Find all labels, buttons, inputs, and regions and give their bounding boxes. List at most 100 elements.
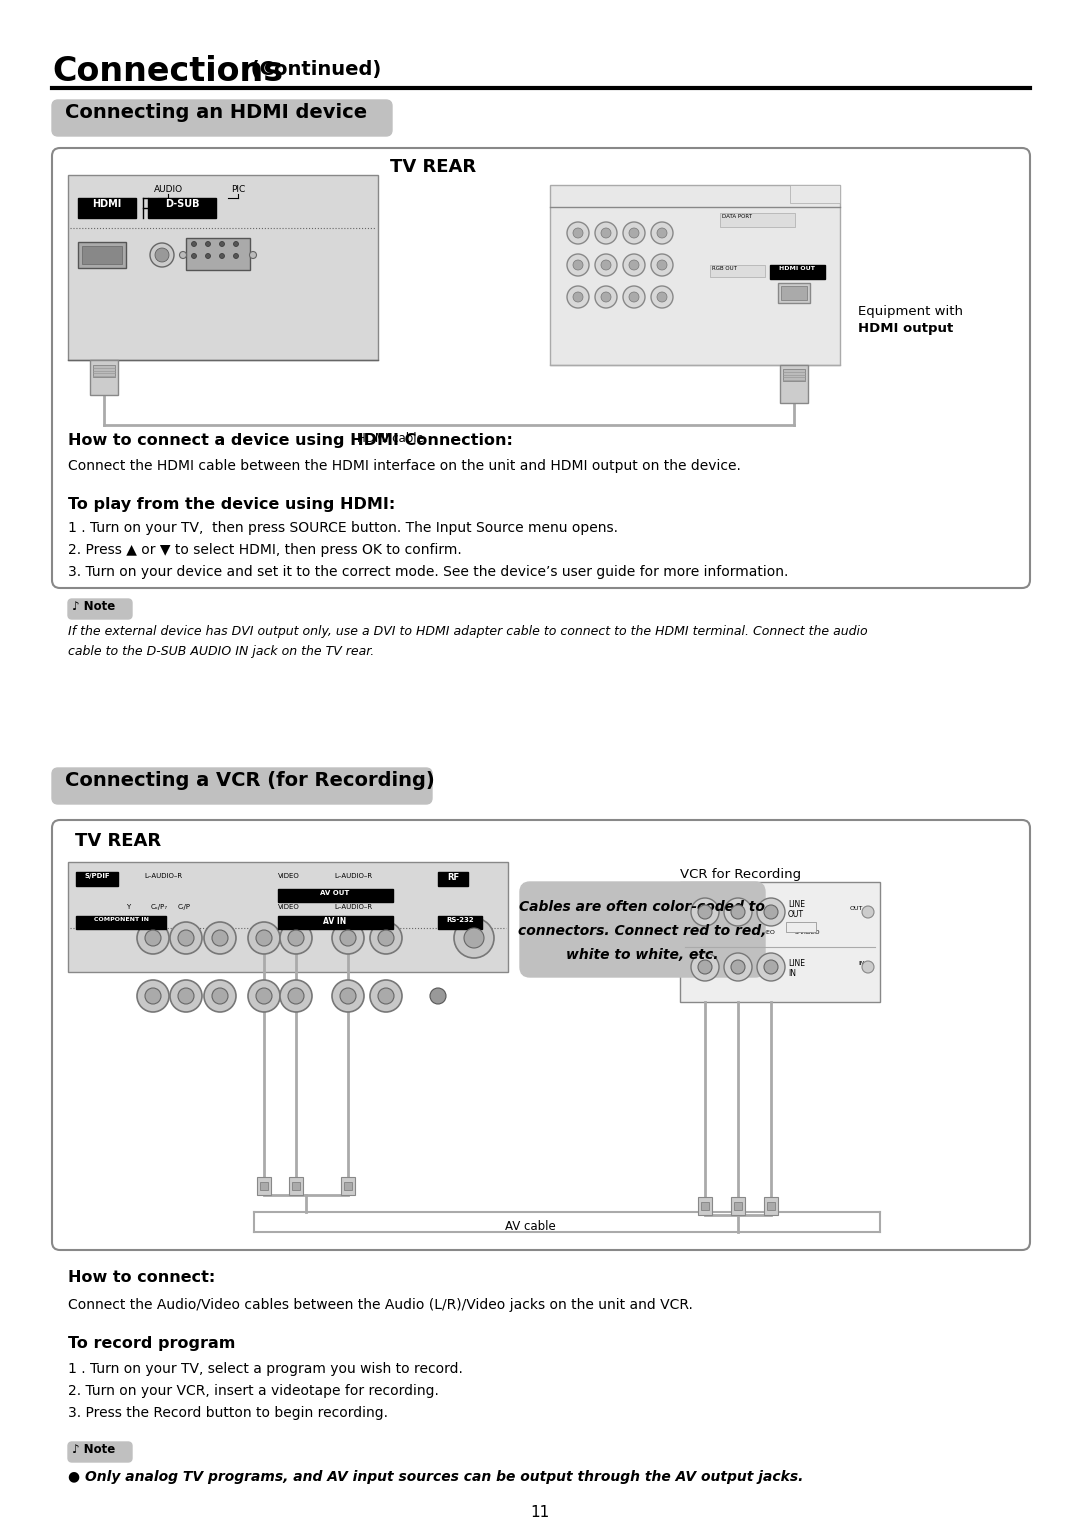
- FancyBboxPatch shape: [68, 599, 132, 618]
- Circle shape: [191, 253, 197, 258]
- Bar: [781, 286, 807, 299]
- Circle shape: [191, 241, 197, 246]
- Bar: [438, 872, 468, 886]
- Text: VIDEO: VIDEO: [278, 904, 300, 910]
- Bar: [90, 360, 118, 395]
- Text: AV IN: AV IN: [323, 918, 347, 925]
- Text: IN: IN: [858, 960, 865, 967]
- Text: HDMI OUT: HDMI OUT: [779, 266, 815, 270]
- Bar: [783, 370, 805, 382]
- Text: COMPONENT IN: COMPONENT IN: [94, 918, 149, 922]
- Circle shape: [212, 988, 228, 1003]
- FancyBboxPatch shape: [52, 148, 1030, 588]
- Circle shape: [691, 898, 719, 925]
- Bar: [82, 246, 122, 264]
- Text: OUT: OUT: [850, 906, 863, 912]
- Circle shape: [600, 292, 611, 302]
- Bar: [778, 282, 810, 302]
- Bar: [78, 199, 136, 218]
- Text: connectors. Connect red to red,: connectors. Connect red to red,: [517, 924, 766, 938]
- Text: VCR for Recording: VCR for Recording: [680, 867, 801, 881]
- Text: Connecting a VCR (for Recording): Connecting a VCR (for Recording): [65, 771, 435, 789]
- Text: DATA PORT: DATA PORT: [723, 214, 752, 218]
- Circle shape: [698, 960, 712, 974]
- Circle shape: [205, 241, 211, 246]
- Circle shape: [248, 980, 280, 1012]
- Text: white to white, etc.: white to white, etc.: [566, 948, 718, 962]
- Circle shape: [256, 988, 272, 1003]
- Circle shape: [629, 228, 639, 238]
- Circle shape: [595, 286, 617, 308]
- Text: L–AUDIO–R: L–AUDIO–R: [334, 873, 373, 880]
- Circle shape: [731, 906, 745, 919]
- Circle shape: [724, 898, 752, 925]
- Bar: [260, 1182, 268, 1190]
- Circle shape: [219, 253, 225, 258]
- Circle shape: [170, 922, 202, 954]
- Bar: [341, 1177, 355, 1196]
- Text: Connect the HDMI cable between the HDMI interface on the unit and HDMI output on: Connect the HDMI cable between the HDMI …: [68, 460, 741, 473]
- Circle shape: [145, 930, 161, 947]
- Circle shape: [137, 922, 168, 954]
- Circle shape: [248, 922, 280, 954]
- Text: Connections: Connections: [52, 55, 283, 89]
- Text: Cables are often color-coded to: Cables are often color-coded to: [519, 899, 765, 915]
- Circle shape: [600, 260, 611, 270]
- Circle shape: [464, 928, 484, 948]
- Circle shape: [256, 930, 272, 947]
- Bar: [76, 872, 118, 886]
- Circle shape: [567, 286, 589, 308]
- Circle shape: [757, 898, 785, 925]
- Bar: [78, 241, 126, 269]
- Circle shape: [764, 906, 778, 919]
- Circle shape: [340, 988, 356, 1003]
- Text: ♪ Note: ♪ Note: [72, 1443, 116, 1457]
- Text: How to connect:: How to connect:: [68, 1270, 215, 1286]
- Text: 2. Press ▲ or ▼ to select HDMI, then press OK to confirm.: 2. Press ▲ or ▼ to select HDMI, then pre…: [68, 544, 462, 557]
- Text: Cₒ/P₇: Cₒ/P₇: [151, 904, 168, 910]
- Circle shape: [288, 930, 303, 947]
- Circle shape: [567, 221, 589, 244]
- Text: D-SUB: D-SUB: [165, 199, 199, 209]
- Circle shape: [595, 221, 617, 244]
- Circle shape: [623, 253, 645, 276]
- Circle shape: [378, 988, 394, 1003]
- Circle shape: [600, 228, 611, 238]
- Bar: [734, 1202, 742, 1209]
- Circle shape: [629, 292, 639, 302]
- FancyBboxPatch shape: [52, 820, 1030, 1251]
- Bar: [292, 1182, 300, 1190]
- Bar: [278, 916, 393, 928]
- Bar: [710, 266, 765, 276]
- Circle shape: [657, 292, 667, 302]
- Text: ♪ Note: ♪ Note: [72, 600, 116, 612]
- Bar: [278, 889, 393, 902]
- Circle shape: [280, 922, 312, 954]
- Text: cable to the D-SUB AUDIO IN jack on the TV rear.: cable to the D-SUB AUDIO IN jack on the …: [68, 644, 375, 658]
- Circle shape: [651, 253, 673, 276]
- Bar: [438, 916, 482, 928]
- Bar: [780, 365, 808, 403]
- Text: TV REAR: TV REAR: [390, 157, 476, 176]
- Bar: [767, 1202, 775, 1209]
- Bar: [186, 238, 249, 270]
- Circle shape: [651, 286, 673, 308]
- Bar: [68, 176, 378, 360]
- Bar: [720, 212, 795, 228]
- Circle shape: [233, 253, 239, 258]
- Circle shape: [567, 253, 589, 276]
- Circle shape: [332, 922, 364, 954]
- Bar: [76, 916, 166, 928]
- Bar: [68, 863, 508, 973]
- Circle shape: [156, 247, 168, 263]
- FancyBboxPatch shape: [68, 1441, 132, 1461]
- Text: L–AUDIO–R: L–AUDIO–R: [334, 904, 373, 910]
- Bar: [93, 365, 114, 377]
- Bar: [701, 1202, 708, 1209]
- Text: RS-232: RS-232: [446, 918, 474, 922]
- Circle shape: [573, 228, 583, 238]
- Circle shape: [657, 228, 667, 238]
- Text: 2. Turn on your VCR, insert a videotape for recording.: 2. Turn on your VCR, insert a videotape …: [68, 1383, 438, 1399]
- Bar: [770, 266, 825, 279]
- Circle shape: [145, 988, 161, 1003]
